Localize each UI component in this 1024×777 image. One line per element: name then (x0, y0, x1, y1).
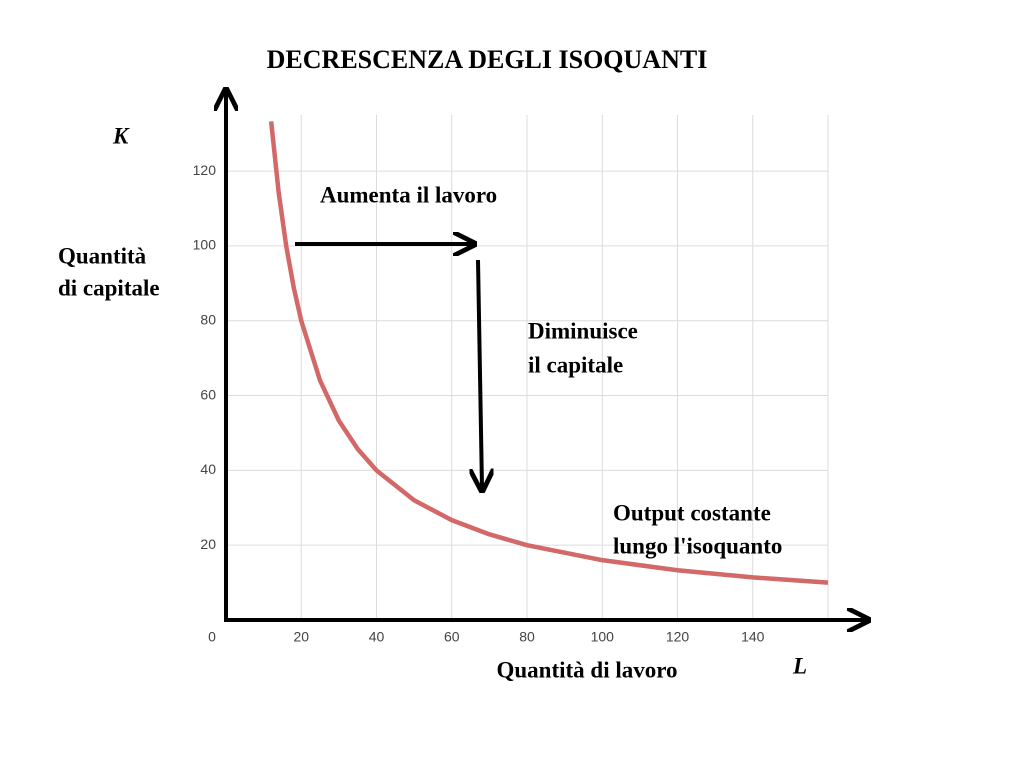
x-tick-label: 60 (444, 629, 460, 645)
chart-title: DECRESCENZA DEGLI ISOQUANTI (267, 45, 708, 74)
y-tick-label: 100 (193, 237, 217, 253)
y-tick-label: 120 (193, 162, 217, 178)
x-axis-symbol: L (792, 653, 807, 678)
x-tick-label: 120 (666, 629, 690, 645)
annotation: il capitale (528, 352, 623, 377)
y-axis-label: di capitale (58, 275, 160, 300)
annotation: Aumenta il lavoro (320, 182, 497, 207)
arrow-down (478, 259, 482, 488)
annotation: lungo l'isoquanto (613, 533, 782, 558)
x-tick-label: 140 (741, 629, 765, 645)
x-axis-label: Quantità di lavoro (496, 657, 677, 682)
marks (268, 121, 829, 585)
x-tick-label: 160 (816, 629, 840, 645)
annotation: Diminuisce (528, 318, 638, 343)
x-tick-label: 20 (293, 629, 309, 645)
x-tick-label: 0 (208, 629, 216, 645)
x-tick-label: 80 (519, 629, 535, 645)
x-tick-label: 40 (369, 629, 385, 645)
y-tick-label: 40 (200, 461, 216, 477)
labels: 0 20 40 60 80 100 120 140 160 20 40 60 80 100 120 (193, 162, 840, 645)
x-tick-label: 100 (591, 629, 615, 645)
y-axis-symbol: K (112, 123, 130, 148)
y-axis-label: Quantità (58, 243, 147, 268)
y-tick-label: 20 (200, 536, 216, 552)
annotation: Output costante (613, 500, 771, 525)
y-tick-label: 80 (200, 311, 216, 327)
y-tick-label: 60 (200, 386, 216, 402)
isoquant-curve (268, 121, 829, 585)
